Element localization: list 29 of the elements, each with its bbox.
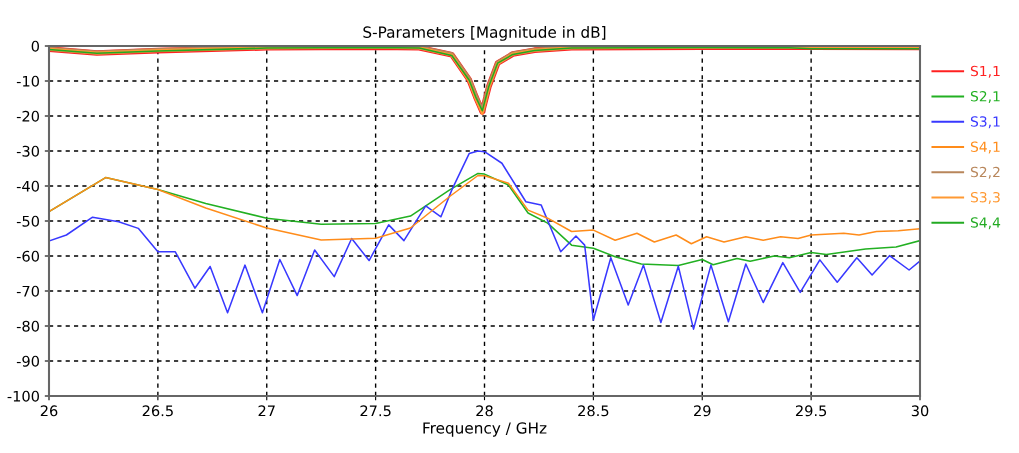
x-tick-label: 30 [911,405,929,417]
y-tick-label: -90 [16,355,39,367]
y-tick-label: -40 [16,180,39,192]
y-tick-label: -30 [16,145,39,157]
legend-label: S2,1 [970,90,1000,103]
y-tick-label: -80 [16,320,39,332]
legend-label: S4,1 [970,141,1000,154]
x-axis-title: Frequency / GHz [423,422,547,437]
y-tick-label: -60 [16,250,39,262]
x-tick-label: 29 [694,405,711,417]
chart-title: S-Parameters [Magnitude in dB] [363,26,606,41]
y-tick-label: -50 [16,215,39,227]
y-tick-label: -70 [16,285,39,297]
x-tick-label: 26 [40,405,58,417]
y-tick-label: -10 [16,75,39,87]
x-tick-label: 27 [258,405,275,417]
x-tick-label: 28.5 [578,405,609,417]
legend-label: S4,4 [970,217,1001,230]
x-tick-label: 28 [476,405,493,417]
x-tick-label: 27.5 [360,405,391,417]
y-tick-label: 0 [31,40,39,52]
legend-label: S2,2 [970,166,1000,179]
x-tick-label: 26.5 [142,405,173,417]
legend-label: S3,3 [970,191,1000,204]
legend-label: S3,1 [970,116,1000,129]
legend-label: S1,1 [970,65,1000,78]
y-tick-label: -100 [7,390,39,402]
x-tick-label: 29.5 [795,405,827,417]
y-tick-label: -20 [16,110,39,122]
